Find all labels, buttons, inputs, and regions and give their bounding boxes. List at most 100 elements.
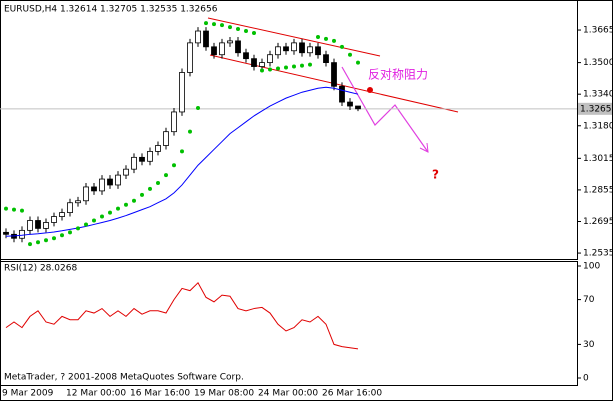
candle-body: [227, 40, 233, 44]
candle-body: [83, 186, 89, 202]
sar-dot: [348, 52, 352, 57]
x-tick-label: 19 Mar 08:00: [194, 389, 254, 399]
candle-body: [107, 178, 113, 186]
sar-dot: [356, 60, 360, 65]
candle-body: [3, 231, 9, 235]
candle-body: [211, 46, 217, 56]
candle-body: [203, 30, 209, 48]
x-tick-label: 26 Mar 16:00: [322, 389, 382, 399]
sar-dot: [252, 31, 256, 35]
sar-dot: [28, 242, 32, 247]
candle-body: [315, 46, 321, 56]
y-tick-label: 1.33400: [583, 90, 613, 100]
annotation: ?: [432, 168, 439, 182]
candle-body: [339, 85, 345, 103]
sar-dot: [188, 129, 192, 134]
price-panel: [0, 0, 578, 260]
sar-dot: [284, 65, 288, 70]
y-tick-label: 1.30150: [583, 154, 613, 164]
candle-body: [299, 42, 305, 54]
rsi-line: [5, 281, 359, 350]
sar-dot: [164, 173, 168, 178]
sar-dot: [12, 207, 16, 212]
price-box: [578, 102, 612, 115]
candle-body: [75, 200, 81, 204]
candle-body: [27, 220, 33, 231]
sar-dot: [308, 62, 312, 67]
sar-dot: [108, 210, 112, 215]
rsi-title: RSI(12) 28.0268: [4, 264, 77, 274]
sar-dot: [236, 27, 240, 32]
y-tick-label: 30: [583, 340, 595, 350]
sar-dot: [76, 226, 80, 231]
y-tick-label: 1.36650: [583, 26, 613, 36]
candle-body: [155, 145, 161, 152]
marker-dot: [367, 87, 373, 93]
candle-body: [243, 52, 249, 60]
candle-body: [347, 101, 353, 107]
sar-dot: [84, 222, 88, 227]
x-tick-label: 12 Mar 00:00: [66, 389, 126, 399]
candle-body: [147, 151, 153, 162]
sar-dot: [204, 21, 208, 26]
candle-body: [235, 40, 241, 54]
candle-body: [219, 42, 225, 56]
x-tick-label: 16 Mar 16:00: [130, 389, 190, 399]
x-tick-label: 9 Mar 2009: [2, 389, 54, 399]
sar-dot: [52, 236, 56, 241]
candle-body: [131, 156, 137, 170]
y-tick-label: 1.26950: [583, 217, 613, 227]
y-tick-label: 1.35000: [583, 58, 613, 68]
sar-dot: [20, 208, 24, 213]
sar-dot: [116, 206, 120, 211]
sar-dot: [132, 198, 136, 203]
candle-body: [355, 105, 361, 110]
candle-body: [187, 42, 193, 73]
sar-dot: [276, 66, 280, 71]
sar-dot: [44, 238, 48, 243]
y-tick-label: 0: [583, 374, 589, 384]
sar-dot: [244, 29, 248, 34]
annotation: 反对称阻力: [368, 68, 428, 82]
candle-body: [307, 46, 313, 54]
candle-body: [179, 72, 185, 113]
sar-dot: [292, 64, 296, 69]
sar-dot: [340, 44, 344, 49]
candle-body: [99, 178, 105, 192]
projection-arrow: [341, 66, 429, 153]
candle-body: [163, 131, 169, 146]
candle-body: [251, 58, 257, 67]
sar-dot: [68, 230, 72, 235]
sar-dot: [156, 181, 160, 185]
candle-body: [51, 216, 57, 223]
price-label: 1.32658: [580, 104, 613, 114]
sar-dot: [148, 186, 152, 191]
sar-dot: [36, 240, 40, 245]
y-tick-label: 100: [583, 262, 600, 272]
sar-dot: [100, 214, 104, 219]
candle-body: [139, 156, 145, 162]
y-tick-label: 1.31800: [583, 121, 613, 131]
candle-body: [283, 46, 289, 52]
sar-dot: [60, 233, 64, 238]
sar-dot: [332, 38, 336, 43]
sar-dot: [180, 149, 184, 154]
y-tick-label: 1.25350: [583, 249, 613, 259]
candle-body: [43, 222, 49, 229]
header: EURUSD,H4 1.32614 1.32705 1.32535 1.3265…: [4, 5, 218, 15]
sar-dot: [4, 206, 8, 211]
candle-body: [267, 54, 273, 64]
candle-body: [59, 212, 65, 217]
sar-dot: [212, 22, 216, 27]
footer: MetaTrader, ? 2001-2008 MetaQuotes Softw…: [4, 373, 244, 383]
sar-dot: [316, 34, 320, 39]
candle-body: [291, 42, 297, 52]
candle-body: [115, 174, 121, 186]
candle-body: [123, 168, 129, 176]
sar-dot: [196, 106, 200, 110]
sar-dot: [140, 192, 144, 197]
y-tick-label: 1.28550: [583, 185, 613, 195]
sar-dot: [228, 25, 232, 30]
sar-dot: [268, 67, 272, 72]
sar-dot: [92, 218, 96, 223]
